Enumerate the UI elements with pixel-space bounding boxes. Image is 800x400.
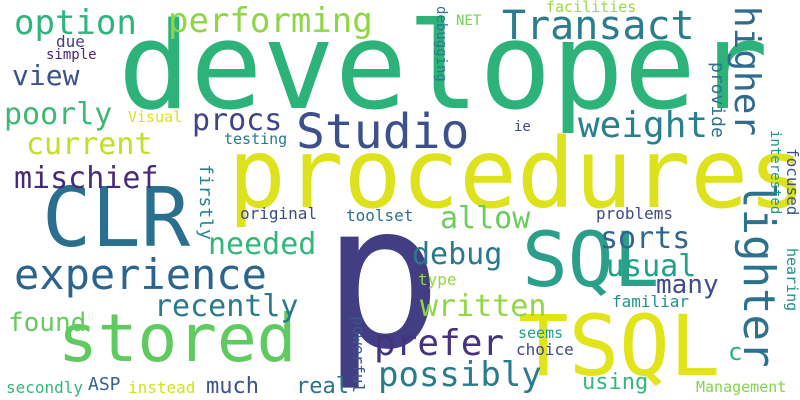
word: performing <box>168 1 373 41</box>
word: seems <box>518 324 564 342</box>
word: current <box>26 127 153 162</box>
word: original <box>240 204 318 223</box>
word: ASP <box>88 374 121 395</box>
word: Studio <box>296 104 470 160</box>
word: option <box>14 3 137 43</box>
word: toolset <box>346 206 414 225</box>
word: problems <box>596 204 674 223</box>
word: hearing <box>783 248 800 312</box>
word: lighter <box>733 182 784 368</box>
word: Transact <box>502 3 695 49</box>
word: weight <box>578 105 709 146</box>
word: NET <box>456 13 482 29</box>
word: instead <box>128 378 196 397</box>
word: prefer <box>374 323 505 364</box>
word: focused <box>783 148 800 216</box>
word: written <box>420 289 547 324</box>
word: allow <box>440 201 531 236</box>
word: type <box>418 270 457 289</box>
word: found <box>8 308 87 338</box>
word: debug <box>412 237 503 272</box>
word: procedures <box>228 118 800 230</box>
word: provide <box>707 62 728 138</box>
word: real <box>296 374 349 399</box>
word: p <box>322 161 443 394</box>
word: Management <box>696 378 787 396</box>
word: simple <box>46 47 97 63</box>
word: due <box>56 32 85 51</box>
word: view <box>12 59 80 92</box>
word: CLR <box>42 171 191 266</box>
word: SQL <box>522 215 660 304</box>
word: much <box>206 374 259 399</box>
word: usual <box>606 249 697 284</box>
word: recently <box>154 289 299 324</box>
word: higher <box>726 6 767 137</box>
word: developer <box>118 0 769 137</box>
word: needed <box>208 227 317 262</box>
word: testing <box>224 130 288 148</box>
word: powerful <box>349 316 368 394</box>
word: experience <box>14 250 267 299</box>
word: ie <box>514 119 531 135</box>
word: procs <box>192 103 283 138</box>
word: TSQL <box>518 297 721 395</box>
word: mischief <box>14 161 159 196</box>
word: using <box>582 370 649 395</box>
word: debugging <box>433 6 449 82</box>
word: stored <box>58 300 297 377</box>
word: c <box>728 338 743 366</box>
word: possibly <box>378 355 542 395</box>
word: secondly <box>6 378 84 397</box>
word: Visual <box>128 108 183 126</box>
word: facilities <box>546 0 637 16</box>
word: firstly <box>195 164 216 240</box>
word: many <box>656 270 719 300</box>
word: poorly <box>4 97 113 132</box>
word: choice <box>516 340 574 359</box>
word: sorts <box>600 221 691 256</box>
word: interested <box>767 130 783 215</box>
word: familiar <box>612 292 690 311</box>
